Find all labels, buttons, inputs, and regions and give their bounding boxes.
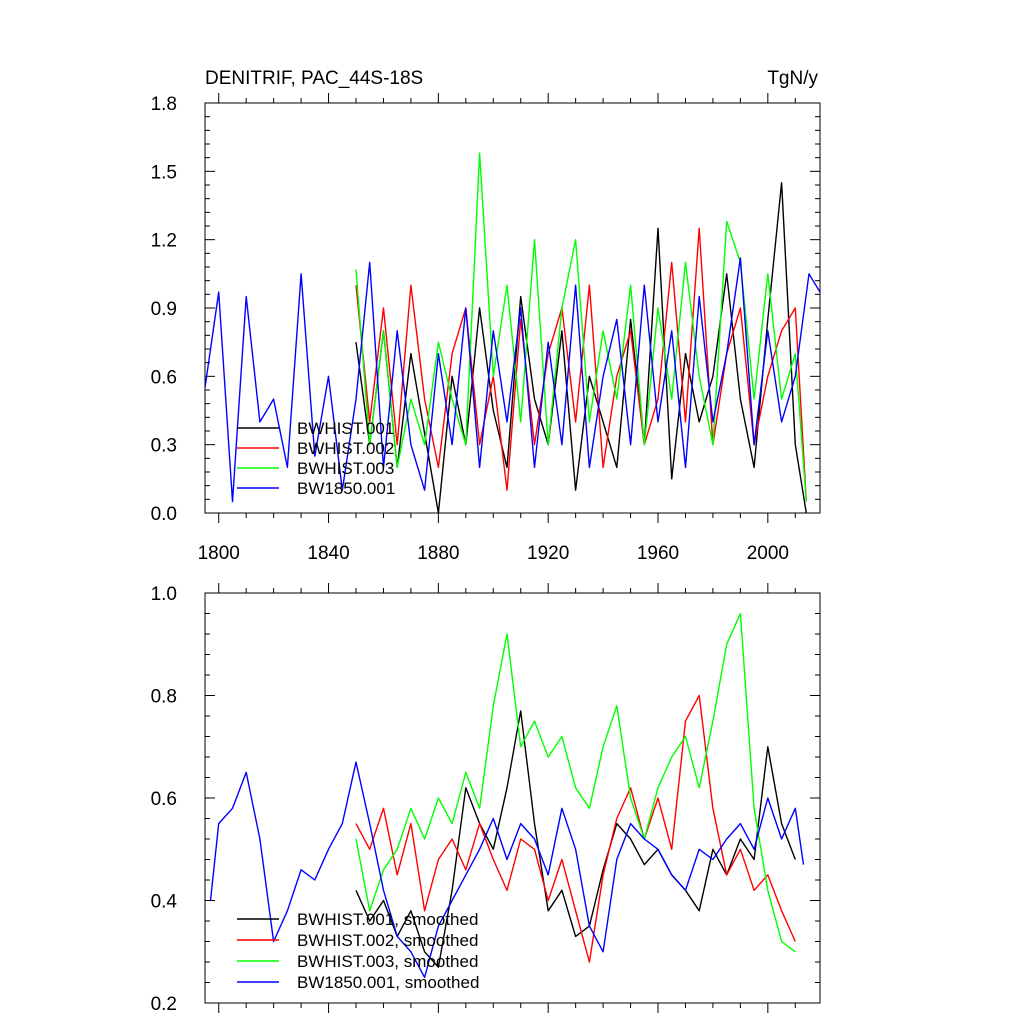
series-line-bwhist-003 — [355, 152, 807, 502]
y-tick-label: 0.2 — [151, 994, 177, 1015]
y-tick-label: 0.3 — [151, 436, 177, 457]
x-tick-label: 1840 — [307, 543, 349, 564]
series-line-bw1850-001-smoothed — [209, 761, 805, 979]
y-tick-label: 0.0 — [151, 504, 177, 525]
y-tick-label: 1.8 — [151, 94, 177, 115]
legend-label: BWHIST.001, smoothed — [297, 910, 478, 929]
x-tick-label: 1800 — [198, 543, 240, 564]
legend-label: BW1850.001 — [297, 479, 395, 498]
units-label: TgN/y — [767, 68, 818, 89]
series-group — [205, 152, 820, 513]
legend: BWHIST.001, smoothed BWHIST.002, smoothed… — [237, 910, 479, 992]
y-tick-label: 1.5 — [151, 162, 177, 183]
series-line-bwhist-002-smoothed — [355, 694, 796, 963]
x-tick-label: 1880 — [417, 543, 459, 564]
series-line-bw1850-001 — [205, 257, 820, 503]
legend-label: BW1850.001, smoothed — [297, 973, 479, 992]
y-tick-label: 0.9 — [151, 299, 177, 320]
series-group — [209, 612, 805, 979]
x-tick-label: 1920 — [527, 543, 569, 564]
y-tick-label: 1.2 — [151, 231, 177, 252]
y-tick-label: 0.6 — [151, 789, 177, 810]
series-line-bwhist-001-smoothed — [355, 710, 796, 968]
y-tick-label: 0.8 — [151, 687, 177, 708]
chart-title: DENITRIF, PAC_44S-18S — [205, 68, 423, 89]
top-panel: 0.0 0.3 0.6 0.9 1.2 1.5 1.8 1800 1840 1880 1920 196… — [151, 68, 821, 564]
legend-label: BWHIST.003 — [297, 459, 394, 478]
legend-label: BWHIST.003, smoothed — [297, 952, 478, 971]
y-tick-label: 0.6 — [151, 367, 177, 388]
x-tick-label: 1960 — [637, 543, 679, 564]
y-tick-label: 0.4 — [151, 892, 178, 913]
series-line-bwhist-002 — [355, 227, 807, 502]
legend-label: BWHIST.002, smoothed — [297, 931, 478, 950]
x-tick-label: 2000 — [747, 543, 789, 564]
series-line-bwhist-001 — [355, 181, 807, 513]
legend-label: BWHIST.002 — [297, 439, 394, 458]
y-tick-label: 1.0 — [151, 584, 177, 605]
legend-label: BWHIST.001 — [297, 419, 394, 438]
series-line-bwhist-003-smoothed — [355, 612, 796, 953]
